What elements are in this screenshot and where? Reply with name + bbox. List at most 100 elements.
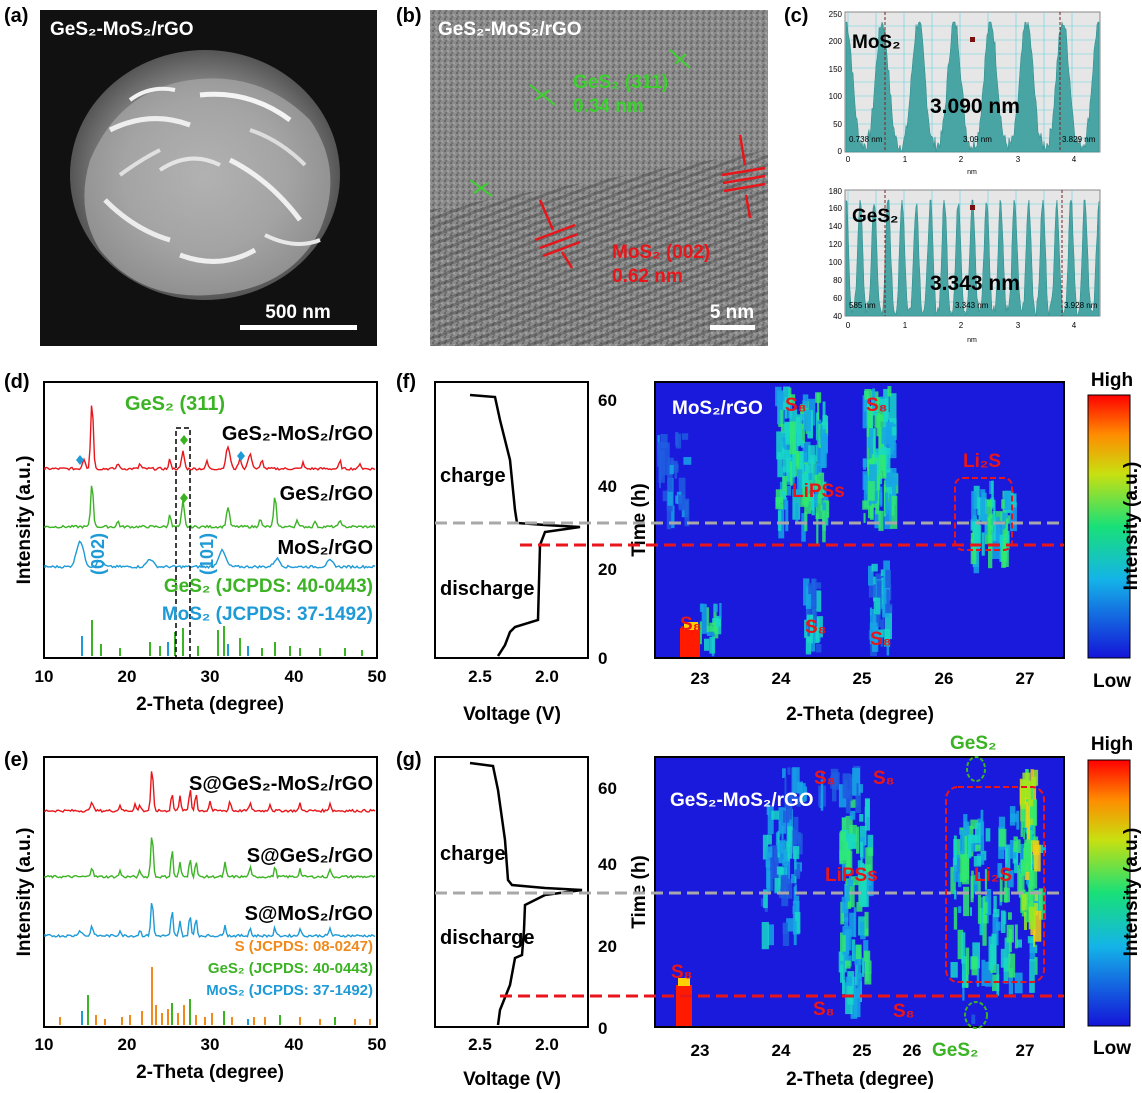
xrd-e-series-3 xyxy=(44,903,376,939)
svg-text:4: 4 xyxy=(1072,321,1077,330)
xrd-d-peak-label-1: (002) xyxy=(88,533,108,575)
voltage-g-xticks: 2.5 2.0 xyxy=(468,1035,559,1054)
profile-bottom-yticks: 40 60 80 100 120 140 160 180 xyxy=(829,187,843,321)
xrd-e-xticks: 10 20 30 40 50 xyxy=(35,1035,387,1054)
xrd-e-series-2 xyxy=(44,837,376,880)
svg-text:60: 60 xyxy=(598,391,617,410)
xrd-d-xticks: 10 20 30 40 50 xyxy=(35,667,387,686)
map-f-li2s-box xyxy=(954,477,1013,551)
xrd-d-frame xyxy=(43,381,378,659)
map-f-tag-4: S₈ xyxy=(805,617,827,638)
svg-text:25: 25 xyxy=(853,1041,872,1060)
voltage-g-charge: charge xyxy=(440,843,506,865)
svg-text:60: 60 xyxy=(833,294,842,303)
map-f-xticks: 23 24 25 26 27 xyxy=(691,669,1035,688)
tem-ges2-spacing: 0.34 nm xyxy=(573,96,644,117)
profile-bottom-mark-2: 3.343 nm xyxy=(955,301,989,310)
profile-bottom-mark-1: 585 nm xyxy=(849,301,876,310)
xrd-e-ref-1: S (JCPDS: 08-0247) xyxy=(235,938,373,955)
panel-b: (b) GeS₂-MoS₂/rGO GeS₂ (311) 0.34 nm MoS… xyxy=(396,5,768,346)
svg-text:140: 140 xyxy=(829,222,843,231)
map-f-tag-li2s: Li₂S xyxy=(963,451,1001,472)
svg-text:26: 26 xyxy=(935,669,954,688)
xrd-e-frame xyxy=(43,756,378,1028)
xrd-d-highlight-box xyxy=(175,427,191,659)
map-g-ges2-bottom: GeS₂ xyxy=(932,1040,978,1061)
svg-text:Low: Low xyxy=(1093,671,1131,692)
map-g-heat xyxy=(676,765,1046,1027)
map-g-ges2-ring-top xyxy=(966,756,986,782)
tem-mos2-spacing: 0.62 nm xyxy=(612,266,683,287)
sem-caption: GeS₂-MoS₂/rGO xyxy=(50,19,194,40)
voltage-f-xticks: 2.5 2.0 xyxy=(468,667,559,686)
map-f-tag-3: S₈ xyxy=(680,614,702,635)
panel-d: (d) GeS₂ (311) GeS₂-MoS₂/rGO GeS₂/rGO Mo… xyxy=(4,371,386,715)
xrd-e-xlabel: 2-Theta (degree) xyxy=(136,1062,284,1083)
time-f-yticks: 0 20 40 60 xyxy=(598,391,617,668)
svg-text:2.5: 2.5 xyxy=(468,667,492,686)
xrd-d-marker-2 xyxy=(237,451,245,461)
profile-top-unit: nm xyxy=(967,169,977,176)
svg-text:50: 50 xyxy=(368,1035,387,1054)
svg-text:4: 4 xyxy=(1072,155,1077,164)
profile-top-xticks: 0 1 2 3 4 xyxy=(846,155,1077,164)
voltage-g-xlabel: Voltage (V) xyxy=(463,1069,561,1090)
panel-label-g: (g) xyxy=(396,749,422,771)
xrd-d-xlabel: 2-Theta (degree) xyxy=(136,694,284,715)
tem-scale-label: 5 nm xyxy=(710,302,754,323)
xrd-d-series-2 xyxy=(44,485,376,530)
svg-text:0: 0 xyxy=(838,147,843,156)
svg-text:27: 27 xyxy=(1016,669,1035,688)
map-g-title: GeS₂-MoS₂/rGO xyxy=(670,790,814,811)
svg-text:0: 0 xyxy=(598,1019,607,1038)
svg-text:24: 24 xyxy=(772,1041,791,1060)
xrd-d-marker-4 xyxy=(180,493,188,503)
profile-top-mark-1: 0.738 nm xyxy=(849,135,883,144)
map-f-tag-1: S₈ xyxy=(785,395,807,416)
svg-text:0: 0 xyxy=(598,649,607,668)
svg-text:Intensity (a.u.): Intensity (a.u.) xyxy=(1121,462,1142,591)
tem-ges2-plane: GeS₂ (311) xyxy=(573,72,668,93)
map-g-tag-3: S₈ xyxy=(671,962,693,983)
map-g-xticks: 23 24 25 26 27 xyxy=(691,1041,1035,1060)
svg-text:30: 30 xyxy=(201,1035,220,1054)
xrd-e-ref-3: MoS₂ (JCPDS: 37-1492) xyxy=(206,982,373,999)
svg-text:20: 20 xyxy=(598,937,617,956)
svg-text:30: 30 xyxy=(201,667,220,686)
panel-c: (c) MoS₂ 3.090 nm 0.738 nm 3.09 nm 3.829… xyxy=(784,5,1101,344)
svg-text:80: 80 xyxy=(833,276,842,285)
profile-bottom-xticks: 0 1 2 3 4 xyxy=(846,321,1077,330)
voltage-f-frame xyxy=(434,381,589,659)
colorbar-f: High Low Intensity (a.u.) xyxy=(1087,370,1142,692)
svg-text:0: 0 xyxy=(846,155,851,164)
map-g-tag-2: S₈ xyxy=(873,768,895,789)
svg-text:120: 120 xyxy=(829,240,843,249)
svg-text:40: 40 xyxy=(598,855,617,874)
profile-top-trace xyxy=(845,21,1100,153)
panel-e: (e) S@GeS₂-MoS₂/rGO S@GeS₂/rGO S@MoS₂/rG… xyxy=(4,749,386,1083)
gep-markers xyxy=(469,49,691,197)
xrd-e-series-1 xyxy=(44,771,376,814)
svg-text:24: 24 xyxy=(772,669,791,688)
profile-top-mark-3: 3.829 nm xyxy=(1062,135,1096,144)
svg-text:250: 250 xyxy=(829,10,843,19)
svg-text:1: 1 xyxy=(903,155,908,164)
svg-text:20: 20 xyxy=(118,667,137,686)
panel-g: (g) charge discharge 2.5 2.0 Voltage (V)… xyxy=(396,733,1065,1090)
xrd-d-marker-3 xyxy=(180,435,188,445)
svg-text:50: 50 xyxy=(833,120,842,129)
svg-text:40: 40 xyxy=(598,477,617,496)
svg-text:60: 60 xyxy=(598,779,617,798)
map-g-tag-1: S₈ xyxy=(814,768,836,789)
voltage-g-discharge: discharge xyxy=(440,927,534,949)
svg-text:0: 0 xyxy=(846,321,851,330)
svg-text:40: 40 xyxy=(285,667,304,686)
sem-scale-label: 500 nm xyxy=(265,302,330,323)
profile-bottom-sample: GeS₂ xyxy=(852,206,898,227)
voltage-f-xlabel: Voltage (V) xyxy=(463,704,561,725)
map-f-tag-lipss: LiPSs xyxy=(792,481,845,502)
svg-text:20: 20 xyxy=(118,1035,137,1054)
svg-text:26: 26 xyxy=(903,1041,922,1060)
xrd-d-peak-label-2: (101) xyxy=(197,533,217,575)
xrd-d-ref-1: GeS₂ (JCPDS: 40-0443) xyxy=(164,576,373,597)
